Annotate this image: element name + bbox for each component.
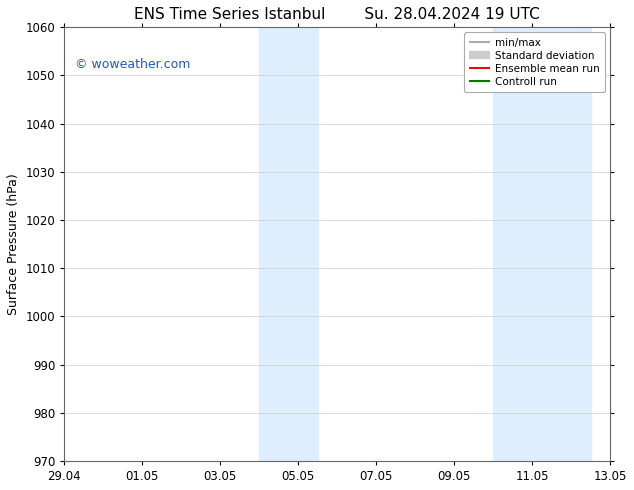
Bar: [259, 27, 318, 461]
Y-axis label: Surface Pressure (hPa): Surface Pressure (hPa): [7, 173, 20, 315]
Text: © woweather.com: © woweather.com: [75, 58, 191, 71]
Bar: [493, 27, 533, 461]
Bar: [533, 27, 591, 461]
Legend: min/max, Standard deviation, Ensemble mean run, Controll run: min/max, Standard deviation, Ensemble me…: [464, 32, 605, 92]
Title: ENS Time Series Istanbul        Su. 28.04.2024 19 UTC: ENS Time Series Istanbul Su. 28.04.2024 …: [134, 7, 540, 22]
